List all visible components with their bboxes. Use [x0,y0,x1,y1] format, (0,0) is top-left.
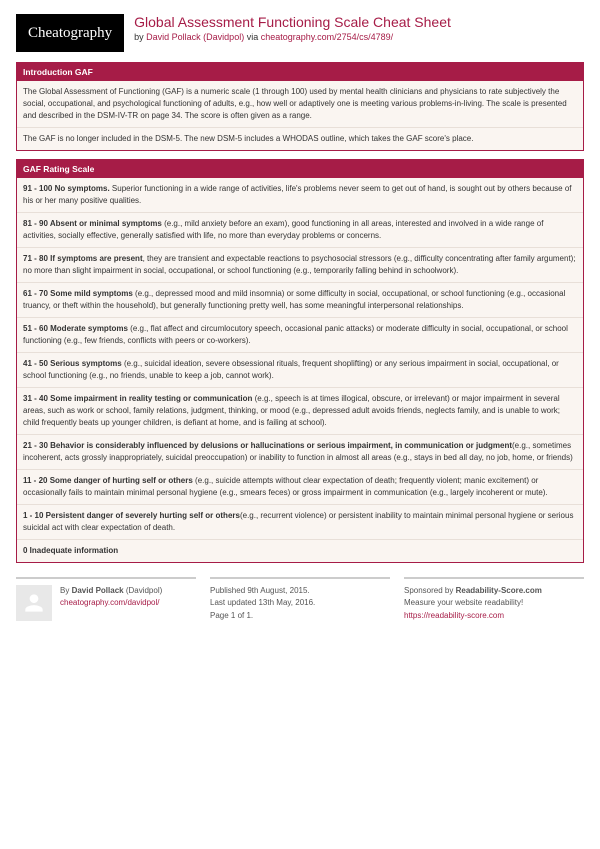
row-bold: 0 Inadequate information [23,546,118,555]
section-row: The GAF is no longer included in the DSM… [17,128,583,150]
row-bold: 71 - 80 If symptoms are present [23,254,143,263]
sponsor-name: Readability-Score.com [456,586,542,595]
section-row: 0 Inadequate information [17,540,583,562]
page: Cheatography Global Assessment Functioni… [0,0,600,636]
section-header: Introduction GAF [17,63,583,81]
avatar [16,585,52,621]
site-logo[interactable]: Cheatography [16,14,124,52]
section-row: 11 - 20 Some danger of hurting self or o… [17,470,583,505]
page-title: Global Assessment Functioning Scale Chea… [134,14,584,30]
updated-date: Last updated 13th May, 2016. [210,597,390,609]
row-bold: 11 - 20 Some danger of hurting self or o… [23,476,193,485]
section-row: 31 - 40 Some impairment in reality testi… [17,388,583,435]
author-link[interactable]: David Pollack (Davidpol) [146,32,244,42]
row-bold: 1 - 10 Persistent danger of severely hur… [23,511,240,520]
section-header: GAF Rating Scale [17,160,583,178]
section-row: 81 - 90 Absent or minimal symptoms (e.g.… [17,213,583,248]
user-icon [21,590,47,616]
via-text: via [244,32,261,42]
row-bold: 21 - 30 Behavior is considerably influen… [23,441,512,450]
footer: By David Pollack (Davidpol) cheatography… [16,577,584,622]
published-date: Published 9th August, 2015. [210,585,390,597]
section-body: 91 - 100 No symptoms. Superior functioni… [17,178,583,562]
source-link[interactable]: cheatography.com/2754/cs/4789/ [261,32,393,42]
byline-prefix: by [134,32,146,42]
section: GAF Rating Scale91 - 100 No symptoms. Su… [16,159,584,563]
section-row: 61 - 70 Some mild symptoms (e.g., depres… [17,283,583,318]
sponsor-link[interactable]: https://readability-score.com [404,611,504,620]
header: Cheatography Global Assessment Functioni… [16,14,584,52]
row-bold: 91 - 100 No symptoms. [23,184,110,193]
section-body: The Global Assessment of Functioning (GA… [17,81,583,150]
footer-meta-col: Published 9th August, 2015. Last updated… [210,577,390,622]
author-handle: (Davidpol) [124,586,163,595]
row-bold: 51 - 60 Moderate symptoms [23,324,128,333]
section-row: 91 - 100 No symptoms. Superior functioni… [17,178,583,213]
logo-text: Cheatography [28,25,112,42]
section-row: 1 - 10 Persistent danger of severely hur… [17,505,583,540]
row-bold: 41 - 50 Serious symptoms [23,359,122,368]
row-bold: 81 - 90 Absent or minimal symptoms [23,219,162,228]
author-name-bold: David Pollack [72,586,124,595]
author-profile-link[interactable]: cheatography.com/davidpol/ [60,598,159,607]
row-text: The Global Assessment of Functioning (GA… [23,87,567,120]
row-bold: 61 - 70 Some mild symptoms [23,289,133,298]
section-row: 21 - 30 Behavior is considerably influen… [17,435,583,470]
sponsor-prefix: Sponsored by [404,586,456,595]
by-prefix: By [60,586,72,595]
row-bold: 31 - 40 Some impairment in reality testi… [23,394,252,403]
page-count: Page 1 of 1. [210,610,390,622]
row-text: The GAF is no longer included in the DSM… [23,134,473,143]
byline: by David Pollack (Davidpol) via cheatogr… [134,32,584,42]
header-text: Global Assessment Functioning Scale Chea… [134,14,584,52]
section-row: The Global Assessment of Functioning (GA… [17,81,583,128]
section-row: 41 - 50 Serious symptoms (e.g., suicidal… [17,353,583,388]
footer-sponsor-col: Sponsored by Readability-Score.com Measu… [404,577,584,622]
section-row: 71 - 80 If symptoms are present, they ar… [17,248,583,283]
footer-author-col: By David Pollack (Davidpol) cheatography… [16,577,196,622]
section-row: 51 - 60 Moderate symptoms (e.g., flat af… [17,318,583,353]
section: Introduction GAF The Global Assessment of… [16,62,584,151]
sections: Introduction GAF The Global Assessment of… [16,62,584,563]
sponsor-tagline: Measure your website readability! [404,597,584,609]
author-info: By David Pollack (Davidpol) cheatography… [60,585,162,622]
